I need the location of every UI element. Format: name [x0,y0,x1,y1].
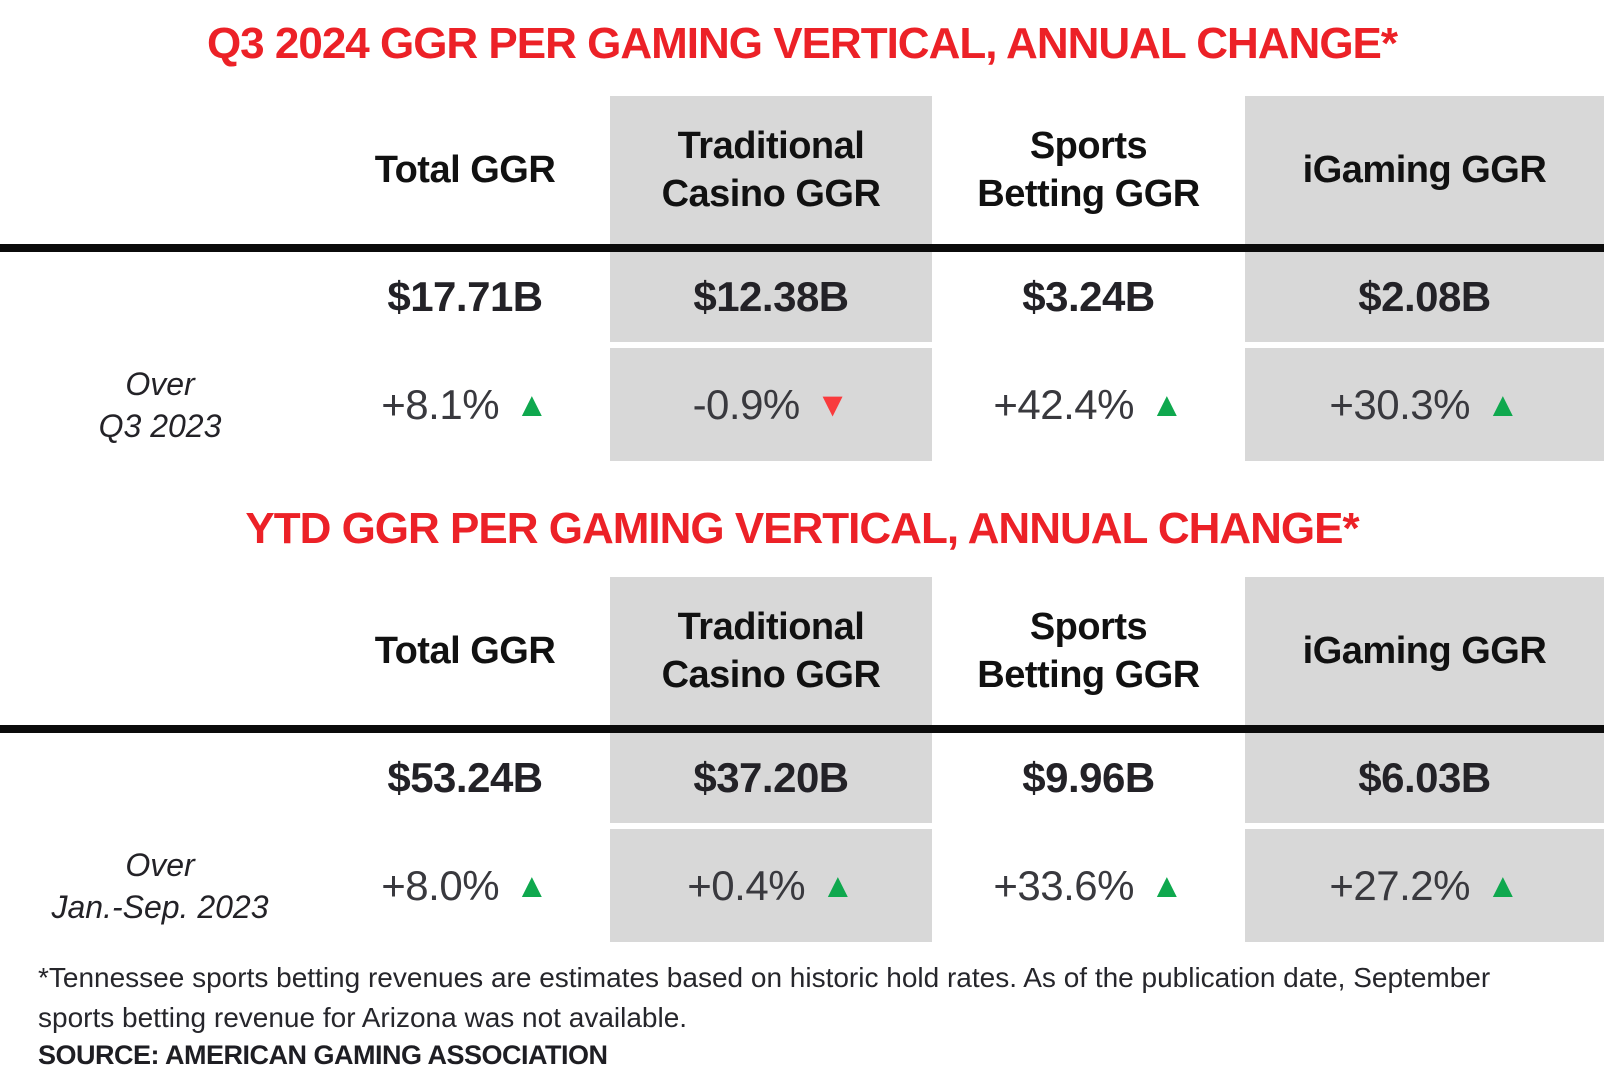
ytd-change-igaming-value: +27.2% [1329,861,1470,909]
ytd-change-total-ggr: +8.0% ▲ [320,829,610,942]
ytd-change-traditional-casino-ggr: +0.4% ▲ [610,829,932,942]
ytd-change-traditional-casino-value: +0.4% [687,861,806,909]
trend-up-icon: ▲ [1149,866,1184,905]
q3-values-row-spacer [0,252,320,342]
q3-header-spacer [0,96,320,244]
ytd-table-title: YTD GGR PER GAMING VERTICAL, ANNUAL CHAN… [245,504,1359,553]
q3-change-traditional-casino-value: -0.9% [692,380,801,428]
footnote: *Tennessee sports betting revenues are e… [38,962,1491,1033]
source-line: SOURCE: AMERICAN GAMING ASSOCIATION [38,1040,608,1070]
trend-up-icon: ▲ [1149,385,1184,424]
ytd-header-rule [0,725,1604,733]
q3-value-traditional-casino-ggr: $12.38B [610,252,932,342]
ytd-value-sports-betting-ggr: $9.96B [1022,754,1155,801]
q3-column-header-total-ggr: Total GGR [374,149,556,191]
q3-header-rule [0,244,1604,252]
q3-column-header-traditional-casino-ggr: Traditional Casino GGR [610,96,932,244]
ytd-values-row-spacer [0,733,320,823]
trend-up-icon: ▲ [1485,866,1520,905]
notes-block: *Tennessee sports betting revenues are e… [38,958,1568,1071]
trend-up-icon: ▲ [1485,385,1520,424]
trend-down-icon: ▼ [815,385,850,424]
q3-column-header-igaming-ggr: iGaming GGR [1245,96,1604,244]
q3-change-igaming-value: +30.3% [1329,380,1470,428]
q3-value-igaming-ggr: $2.08B [1245,252,1604,342]
ytd-value-igaming-ggr: $6.03B [1245,733,1604,823]
ytd-column-header-traditional-casino-ggr: Traditional Casino GGR [610,577,932,725]
ytd-column-header-sports-betting-ggr: Sports Betting GGR [977,606,1200,696]
trend-up-icon: ▲ [821,866,855,905]
q3-change-sports-betting-value: +42.4% [993,380,1134,428]
q3-change-sports-betting-ggr: +42.4% ▲ [932,348,1245,461]
q3-ggr-table: Total GGR Traditional Casino GGR Sports … [0,96,1604,461]
ytd-change-sports-betting-value: +33.6% [993,861,1134,909]
trend-up-icon: ▲ [515,866,549,905]
q3-change-igaming-ggr: +30.3% ▲ [1245,348,1604,461]
q3-change-total-ggr-value: +8.1% [381,380,500,428]
ytd-change-row-label: Over Jan.-Sep. 2023 [51,846,269,925]
ytd-change-total-ggr-value: +8.0% [381,861,500,909]
ytd-column-header-total-ggr: Total GGR [374,630,556,672]
ytd-value-traditional-casino-ggr: $37.20B [610,733,932,823]
ytd-header-spacer [0,577,320,725]
trend-up-icon: ▲ [515,385,549,424]
q3-value-total-ggr: $17.71B [387,273,543,320]
q3-change-row-label: Over Q3 2023 [98,365,222,444]
q3-change-traditional-casino-ggr: -0.9% ▼ [610,348,932,461]
ytd-change-sports-betting-ggr: +33.6% ▲ [932,829,1245,942]
q3-table-title: Q3 2024 GGR PER GAMING VERTICAL, ANNUAL … [206,19,1398,68]
q3-change-total-ggr: +8.1% ▲ [320,348,610,461]
ytd-ggr-table: Total GGR Traditional Casino GGR Sports … [0,577,1604,942]
q3-value-sports-betting-ggr: $3.24B [1022,273,1155,320]
ytd-column-header-igaming-ggr: iGaming GGR [1245,577,1604,725]
ytd-value-total-ggr: $53.24B [387,754,543,801]
ytd-change-igaming-ggr: +27.2% ▲ [1245,829,1604,942]
q3-column-header-sports-betting-ggr: Sports Betting GGR [977,125,1200,215]
